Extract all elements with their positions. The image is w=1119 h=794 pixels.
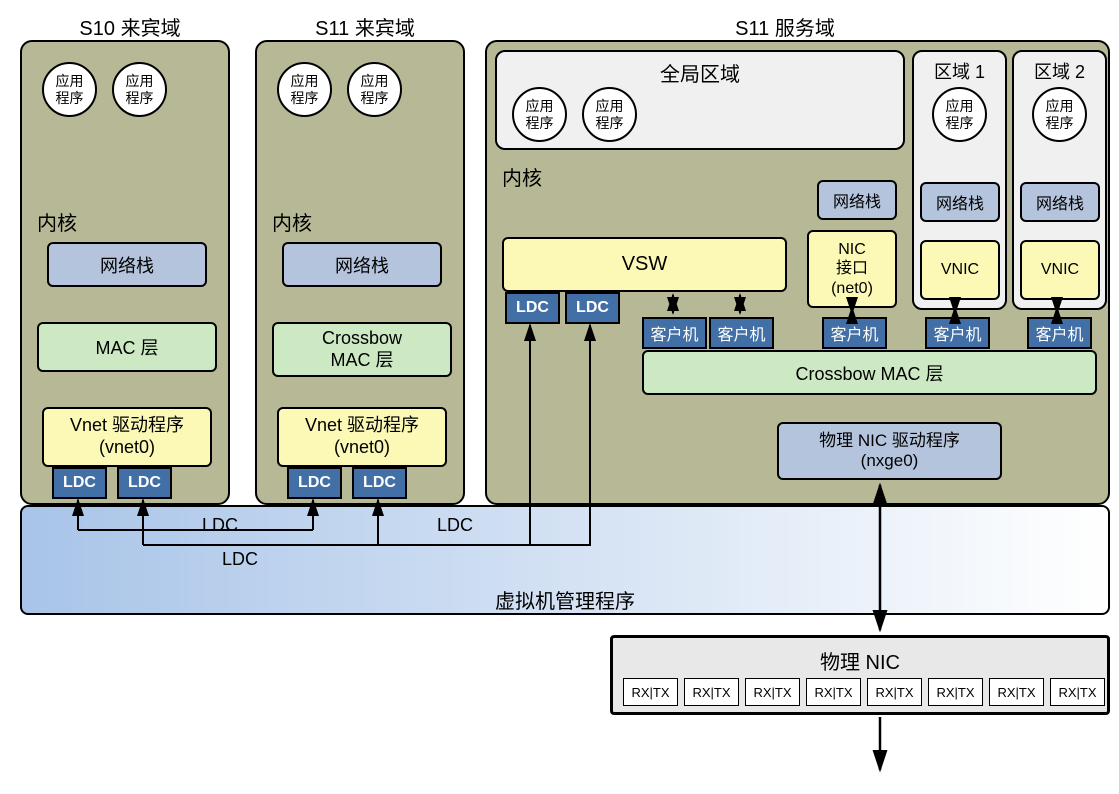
rxtx-box: RX|TX xyxy=(989,678,1044,706)
physnic-label: 物理 NIC xyxy=(613,646,1107,675)
netstack-box: 网络栈 xyxy=(47,242,207,287)
vsw-box: VSW xyxy=(502,237,787,292)
s11service-title: S11 服务域 xyxy=(660,12,910,41)
kernel-label: 内核 xyxy=(272,207,312,236)
global-zone: 全局区域 应用 程序 应用 程序 xyxy=(495,50,905,150)
vnet-box: Vnet 驱动程序 (vnet0) xyxy=(277,407,447,467)
zone2-label: 区域 2 xyxy=(1014,58,1105,84)
app-circle: 应用 程序 xyxy=(512,87,567,142)
netstack-box: 网络栈 xyxy=(282,242,442,287)
hypervisor: 虚拟机管理程序 LDC LDC LDC xyxy=(20,505,1110,615)
vnic-box: VNIC xyxy=(1020,240,1100,300)
vnet-box: Vnet 驱动程序 (vnet0) xyxy=(42,407,212,467)
phys-nic: 物理 NIC RX|TX RX|TX RX|TX RX|TX RX|TX RX|… xyxy=(610,635,1110,715)
kernel-label: 内核 xyxy=(502,162,542,191)
client-box: 客户机 xyxy=(642,317,707,349)
zone1: 区域 1 应用 程序 网络栈 VNIC xyxy=(912,50,1007,310)
netstack-box: 网络栈 xyxy=(1020,182,1100,222)
ldc-label: LDC xyxy=(222,549,258,570)
netstack-box: 网络栈 xyxy=(920,182,1000,222)
client-box: 客户机 xyxy=(709,317,774,349)
ldc-box: LDC xyxy=(505,292,560,324)
app-circle: 应用 程序 xyxy=(277,62,332,117)
architecture-diagram: S10 来宾域 S11 来宾域 S11 服务域 应用 程序 应用 程序 内核 网… xyxy=(10,10,1119,784)
ldc-box: LDC xyxy=(565,292,620,324)
rxtx-box: RX|TX xyxy=(623,678,678,706)
netstack-box: 网络栈 xyxy=(817,180,897,220)
rxtx-box: RX|TX xyxy=(867,678,922,706)
rxtx-box: RX|TX xyxy=(745,678,800,706)
ldc-box: LDC xyxy=(287,467,342,499)
mac-box: MAC 层 xyxy=(37,322,217,372)
ldc-box: LDC xyxy=(52,467,107,499)
rxtx-box: RX|TX xyxy=(684,678,739,706)
rxtx-box: RX|TX xyxy=(928,678,983,706)
s11guest-domain: 应用 程序 应用 程序 内核 网络栈 Crossbow MAC 层 Vnet 驱… xyxy=(255,40,465,505)
vnic-box: VNIC xyxy=(920,240,1000,300)
zone2: 区域 2 应用 程序 网络栈 VNIC xyxy=(1012,50,1107,310)
client-box: 客户机 xyxy=(1027,317,1092,349)
crossbow-mac-wide: Crossbow MAC 层 xyxy=(642,350,1097,395)
crossbow-mac-box: Crossbow MAC 层 xyxy=(272,322,452,377)
app-circle: 应用 程序 xyxy=(347,62,402,117)
s11guest-title: S11 来宾域 xyxy=(270,12,460,41)
ldc-box: LDC xyxy=(117,467,172,499)
client-box: 客户机 xyxy=(822,317,887,349)
ldc-label: LDC xyxy=(437,515,473,536)
ldc-label: LDC xyxy=(202,515,238,536)
rxtx-box: RX|TX xyxy=(806,678,861,706)
client-box: 客户机 xyxy=(925,317,990,349)
app-circle: 应用 程序 xyxy=(932,87,987,142)
app-circle: 应用 程序 xyxy=(1032,87,1087,142)
phys-nic-driver: 物理 NIC 驱动程序 (nxge0) xyxy=(777,422,1002,480)
zone1-label: 区域 1 xyxy=(914,58,1005,84)
globalzone-label: 全局区域 xyxy=(497,58,903,87)
nic-if-box: NIC 接口 (net0) xyxy=(807,230,897,308)
app-circle: 应用 程序 xyxy=(42,62,97,117)
rxtx-box: RX|TX xyxy=(1050,678,1105,706)
kernel-label: 内核 xyxy=(37,207,77,236)
s10-title: S10 来宾域 xyxy=(40,12,220,41)
hypervisor-label: 虚拟机管理程序 xyxy=(22,585,1108,614)
app-circle: 应用 程序 xyxy=(112,62,167,117)
ldc-box: LDC xyxy=(352,467,407,499)
s11service-domain: 全局区域 应用 程序 应用 程序 区域 1 应用 程序 网络栈 VNIC 区域 … xyxy=(485,40,1110,505)
s10-domain: 应用 程序 应用 程序 内核 网络栈 MAC 层 Vnet 驱动程序 (vnet… xyxy=(20,40,230,505)
app-circle: 应用 程序 xyxy=(582,87,637,142)
